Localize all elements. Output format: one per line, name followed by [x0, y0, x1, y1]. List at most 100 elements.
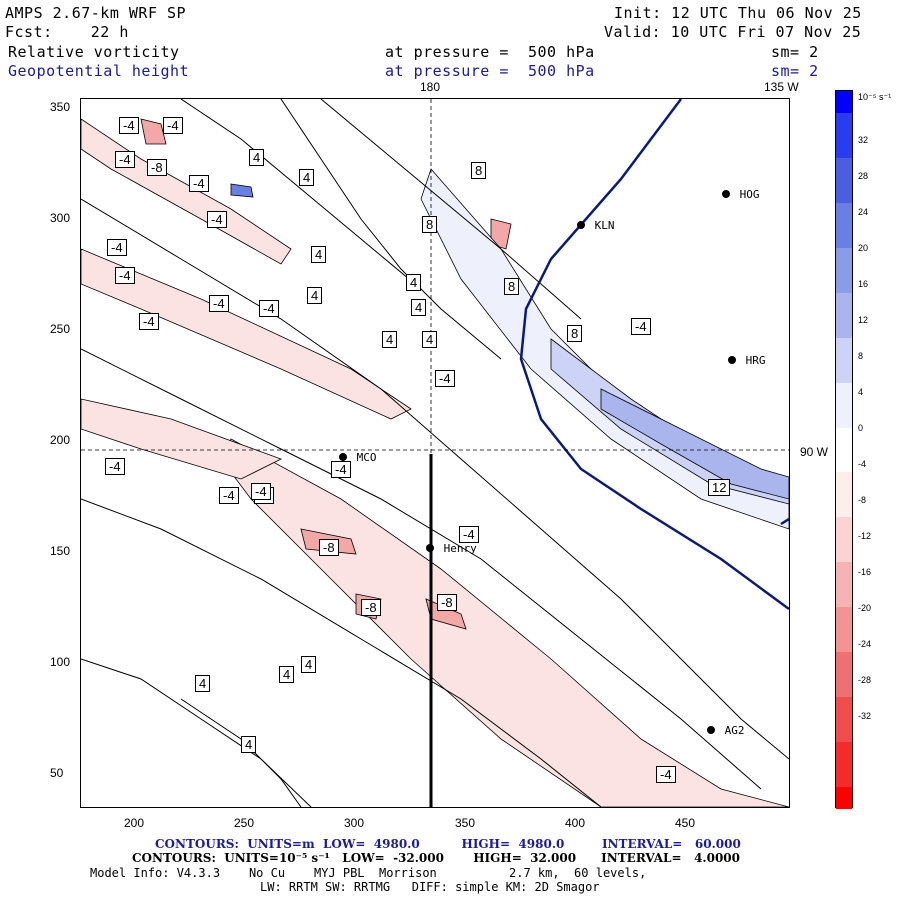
colorbar-segment [836, 337, 852, 383]
contour-label: 4 [249, 149, 265, 166]
contour-label: 4 [311, 246, 327, 263]
contour-label: 8 [504, 278, 520, 295]
colorbar-segment [836, 292, 852, 338]
x-tick-label: 200 [124, 816, 145, 830]
contour-label: -8 [147, 159, 167, 176]
forecast-hour: Fcst: 22 h [5, 23, 129, 41]
footer-vorticity-contours: CONTOURS: UNITS=10⁻⁵ s⁻¹ LOW= -32.000 HI… [132, 851, 740, 865]
contour-label: -4 [163, 117, 183, 134]
positive-vorticity-shading [230, 168, 789, 530]
contour-label: -8 [319, 539, 339, 556]
colorbar-tick-label: -12 [858, 531, 872, 541]
lon-label-135w: 135 W [764, 80, 799, 94]
colorbar-tick-label: 12 [858, 315, 869, 325]
contour-label: -4 [331, 461, 351, 478]
station-label: MCO [356, 451, 377, 464]
station-hog[interactable]: HOG [722, 183, 760, 202]
contour-label: -4 [139, 313, 159, 330]
contour-label: 4 [406, 274, 422, 291]
footer-model-info: Model Info: V4.3.3 No Cu MYJ PBL Morriso… [90, 866, 647, 880]
contour-label: 4 [422, 331, 438, 348]
y-tick-label: 250 [50, 322, 71, 336]
colorbar-tick-label: -8 [858, 495, 867, 505]
colorbar-segment [836, 203, 852, 249]
station-label: HRG [745, 354, 766, 367]
contour-label: 4 [301, 656, 317, 673]
colorbar-segment [836, 517, 852, 563]
colorbar-tick-label: -16 [858, 567, 872, 577]
valid-time: Valid: 10 UTC Fri 07 Nov 25 [604, 23, 862, 41]
contour-label: -4 [259, 300, 279, 317]
colorbar-segment [836, 607, 852, 652]
colorbar-segment [836, 696, 852, 742]
station-label: KLN [594, 219, 615, 232]
contour-label: 4 [279, 666, 295, 683]
colorbar-tick-label: -32 [858, 711, 872, 721]
colorbar-segment [836, 91, 852, 114]
field2-name: Geopotential height [8, 62, 190, 80]
colorbar-segment [836, 113, 852, 159]
colorbar [835, 90, 853, 809]
station-dot-icon [577, 220, 585, 229]
contour-label: -4 [115, 267, 135, 284]
colorbar-tick-label: 20 [858, 243, 869, 253]
field2-smoothing: sm= 2 [771, 62, 819, 80]
colorbar-segment [836, 651, 852, 697]
map-plot-area[interactable]: MCO Henry KLN HOG HRG AG2 -4 -4 -4 -8 -4 -4 -4… [80, 98, 790, 808]
y-tick-label: 300 [50, 211, 71, 225]
colorbar-tick-label: -28 [858, 675, 872, 685]
colorbar-tick-label: -4 [858, 459, 867, 469]
field2-level: at pressure = 500 hPa [385, 62, 595, 80]
station-dot-icon [426, 543, 434, 552]
contour-label: 4 [299, 169, 315, 186]
station-mco[interactable]: MCO [339, 446, 377, 465]
contour-label: 12 [708, 479, 731, 496]
station-kln[interactable]: KLN [577, 214, 615, 233]
colorbar-tick-label: 16 [858, 279, 869, 289]
station-label: Henry [443, 542, 477, 555]
station-hrg[interactable]: HRG [728, 349, 766, 368]
x-tick-label: 450 [675, 816, 696, 830]
x-tick-label: 250 [234, 816, 255, 830]
field1-level: at pressure = 500 hPa [385, 43, 595, 61]
contour-label: 8 [422, 216, 438, 233]
geopotential-height-contour-2 [780, 517, 789, 526]
contour-label: -4 [459, 526, 479, 543]
colorbar-tick-label: -24 [858, 639, 872, 649]
contour-label: 4 [382, 331, 398, 348]
station-henry[interactable]: Henry [426, 537, 477, 556]
contour-label: -4 [435, 370, 455, 387]
colorbar-segment [836, 562, 852, 608]
init-time: Init: 12 UTC Thu 06 Nov 25 [614, 4, 862, 22]
colorbar-segment [836, 427, 852, 473]
contour-label: -4 [105, 458, 125, 475]
station-dot-icon [722, 189, 730, 198]
station-ag2[interactable]: AG2 [707, 719, 745, 738]
station-dot-icon [707, 725, 715, 734]
lon-label-90w: 90 W [800, 445, 829, 459]
contour-label: 4 [241, 736, 257, 753]
x-tick-label: 300 [344, 816, 365, 830]
colorbar-segment [836, 786, 852, 809]
x-tick-label: 400 [565, 816, 586, 830]
contour-label: -4 [631, 318, 651, 335]
station-dot-icon [728, 355, 736, 364]
x-tick-label: 350 [455, 816, 476, 830]
contour-label: 4 [307, 287, 323, 304]
contour-label: 8 [471, 162, 487, 179]
contour-label: -4 [209, 295, 229, 312]
colorbar-tick-label: 8 [858, 351, 864, 361]
contour-label: 4 [411, 299, 427, 316]
footer-physics-info: LW: RRTM SW: RRTMG DIFF: simple KM: 2D S… [260, 880, 600, 894]
colorbar-tick-label: 24 [858, 207, 869, 217]
colorbar-tick-label: 32 [858, 135, 869, 145]
contour-label: -4 [107, 239, 127, 256]
contour-label: 8 [567, 325, 583, 342]
y-tick-label: 50 [50, 766, 64, 780]
colorbar-tick-label: 4 [858, 387, 864, 397]
y-tick-label: 200 [50, 433, 71, 447]
colorbar-segment [836, 158, 852, 204]
colorbar-unit: 10⁻⁵ s⁻¹ [858, 92, 892, 102]
vorticity-contour-lines [81, 99, 789, 807]
station-label: HOG [739, 188, 760, 201]
